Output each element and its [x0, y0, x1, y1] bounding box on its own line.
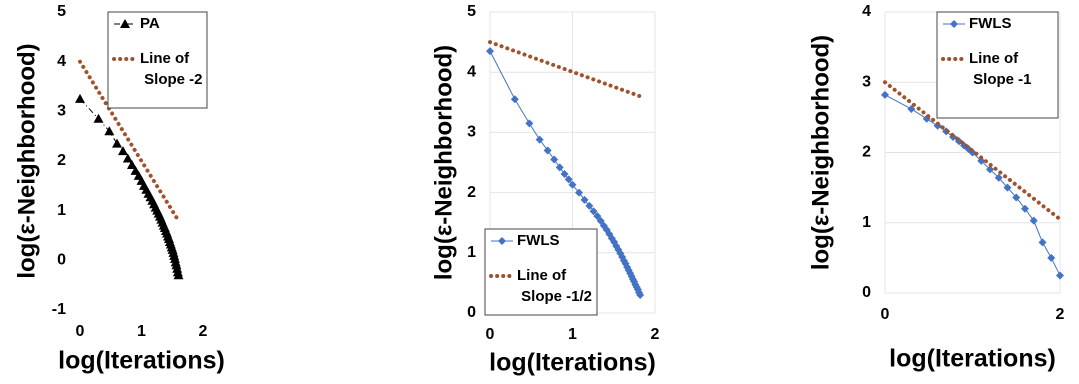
y-tick-label: 5 [467, 3, 476, 20]
legend-label: Line of Slope -1/2 [517, 267, 592, 305]
marker [568, 180, 577, 189]
legend-label: Line of Slope -1 [969, 50, 1032, 88]
marker [93, 113, 104, 123]
marker [616, 249, 625, 258]
legend-label: FWLS [969, 15, 1012, 32]
legend-marker [950, 20, 958, 28]
y-tick-label: -1 [52, 301, 66, 318]
y-tick-label: 3 [467, 124, 476, 141]
y-tick-label: 1 [862, 214, 871, 231]
marker [104, 126, 115, 136]
marker [580, 195, 589, 204]
legend-marker [120, 19, 130, 28]
x-axis-label: log(Iterations) [58, 347, 225, 375]
marker [564, 175, 573, 184]
series-line [78, 59, 181, 223]
x-tick-label: 2 [1056, 306, 1065, 323]
marker [907, 104, 916, 113]
marker [1012, 193, 1021, 202]
y-tick-label: 4 [57, 53, 66, 70]
marker [1056, 271, 1064, 280]
marker [543, 146, 552, 155]
y-tick-label: 3 [57, 103, 66, 120]
marker [172, 263, 183, 273]
marker [585, 201, 594, 210]
y-tick-label: 4 [467, 63, 476, 80]
legend-box [936, 11, 1059, 119]
marker [1003, 183, 1012, 192]
y-tick-label: 0 [467, 304, 476, 321]
marker [986, 165, 994, 174]
marker [589, 207, 598, 216]
y-tick-label: 0 [862, 284, 871, 301]
marker [1047, 253, 1056, 262]
marker [1029, 216, 1038, 225]
y-tick-label: 1 [57, 202, 66, 219]
y-tick-label: 2 [57, 152, 66, 169]
x-axis-label: log(Iterations) [489, 349, 656, 377]
legend-label: PA [140, 15, 160, 32]
marker [117, 146, 128, 156]
y-tick-label: 2 [467, 184, 476, 201]
legend-marker [498, 237, 506, 245]
x-tick-label: 0 [881, 306, 890, 323]
marker [112, 138, 123, 148]
y-axis-label: log(ε-Neighborhood) [807, 35, 834, 270]
y-tick-label: 1 [467, 244, 476, 261]
legend-label: FWLS [517, 232, 560, 249]
x-axis-label: log(Iterations) [889, 345, 1056, 373]
marker [122, 153, 133, 163]
marker [173, 270, 184, 280]
marker [535, 135, 544, 144]
series-line [884, 94, 1061, 276]
marker [486, 47, 494, 56]
marker [977, 156, 986, 165]
marker [560, 169, 569, 178]
marker [550, 155, 559, 164]
marker [1038, 238, 1047, 247]
marker [555, 163, 564, 172]
x-tick-label: 2 [651, 326, 660, 343]
marker [1021, 204, 1029, 213]
marker [75, 93, 85, 103]
y-tick-label: 5 [57, 3, 66, 20]
x-tick-label: 0 [486, 326, 495, 343]
marker [994, 173, 1003, 182]
marker [593, 212, 602, 221]
series-line [79, 98, 180, 276]
y-tick-label: 2 [862, 144, 871, 161]
y-tick-label: 0 [57, 252, 66, 269]
y-tick-label: 3 [862, 73, 871, 90]
x-tick-label: 1 [137, 323, 146, 340]
x-tick-label: 0 [76, 323, 85, 340]
y-axis-label: log(ε-Neighborhood) [13, 43, 40, 278]
y-tick-label: 4 [862, 3, 871, 20]
marker [126, 159, 137, 169]
x-tick-label: 2 [199, 323, 208, 340]
marker [636, 290, 645, 299]
y-axis-label: log(ε-Neighborhood) [430, 45, 457, 280]
marker [881, 90, 889, 99]
series-line [488, 40, 643, 99]
series-line [883, 80, 1062, 222]
marker [575, 188, 584, 197]
marker [510, 95, 519, 104]
legend-label: Line of Slope -2 [140, 50, 203, 88]
marker [525, 119, 534, 128]
x-tick-label: 1 [568, 326, 577, 343]
